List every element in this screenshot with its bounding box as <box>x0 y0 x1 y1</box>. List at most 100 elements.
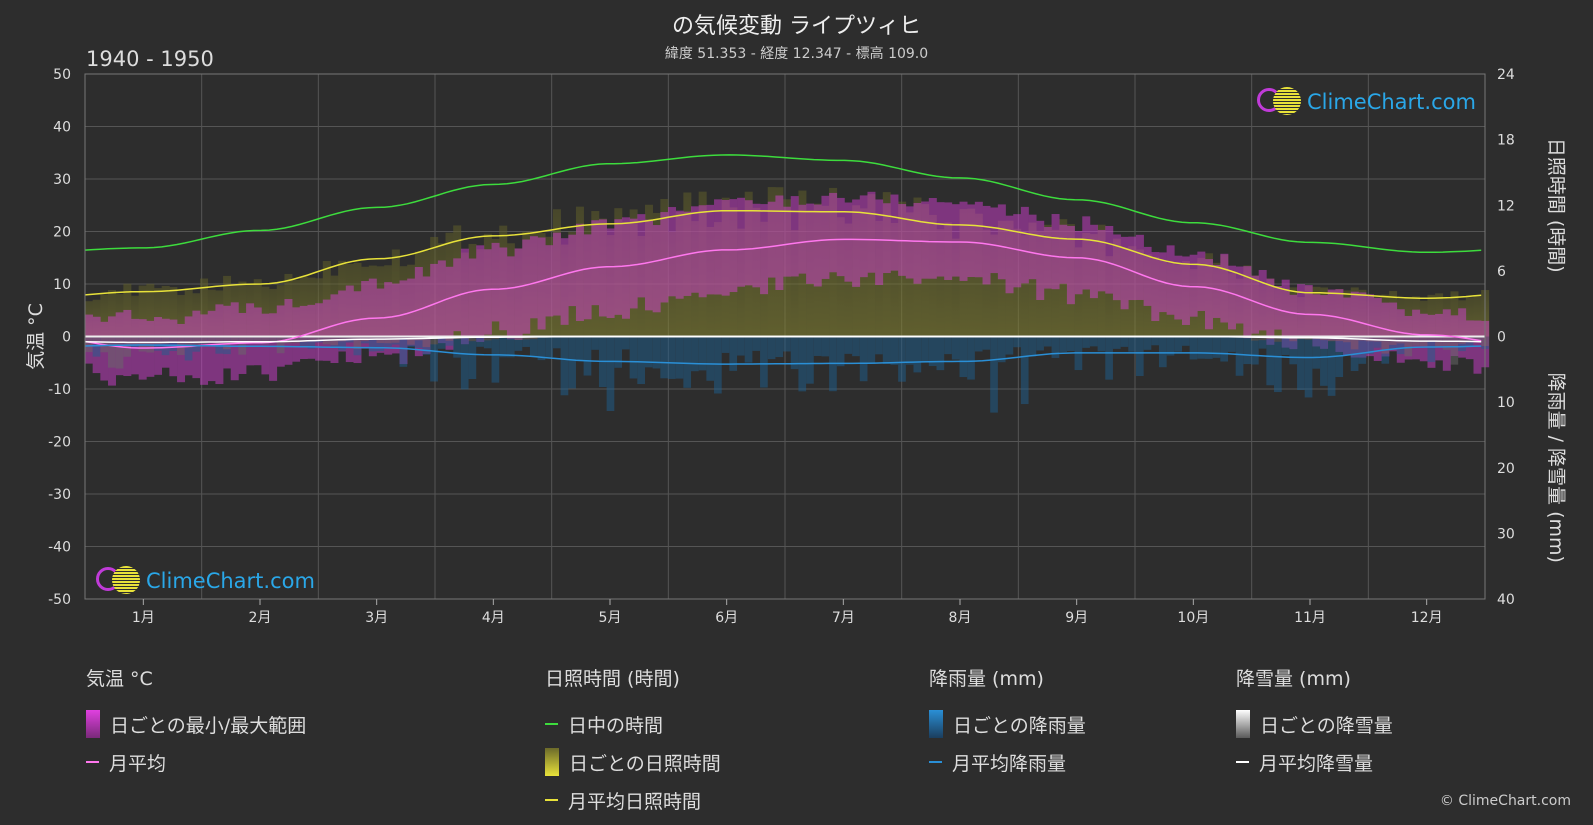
daily-sunshine-bar <box>1005 220 1014 337</box>
daily-temp-range-bar <box>1243 266 1252 339</box>
climate-chart: 50 40 30 20 10 0 -10 -20 -30 -40 -50 24 18 12 6 0 10 20 30… <box>25 67 1567 626</box>
daily-sunshine-bar <box>1358 289 1367 337</box>
daily-temp-range-bar <box>315 303 324 361</box>
daily-temp-range-bar <box>338 290 347 352</box>
daily-rain-bar <box>338 336 346 351</box>
daily-snow-bar <box>276 336 285 354</box>
climechart-logo-bottom[interactable]: ClimeChart.com <box>96 566 315 596</box>
daily-sunshine-bar <box>483 233 492 337</box>
daily-snow-bar <box>1450 336 1459 365</box>
daily-temp-range-bar <box>1235 266 1244 324</box>
daily-temp-range-bar <box>813 204 822 287</box>
daily-rain-bar <box>1373 336 1382 348</box>
daily-temp-range-bar <box>775 195 784 291</box>
daily-rain-bar <box>1212 336 1221 358</box>
daily-sunshine-bar <box>1450 291 1459 337</box>
y-right-precip-axis-title: 降雨量 / 降雪量 (mm) <box>1545 373 1567 563</box>
daily-temp-range-bar <box>1028 214 1037 280</box>
daily-sunshine-bar <box>668 231 676 337</box>
daily-temp-range-bar <box>529 236 538 319</box>
daily-snow-bar <box>192 336 201 345</box>
daily-snow-bar <box>307 336 316 342</box>
daily-temp-range-bar <box>767 201 776 278</box>
daily-temp-range-bar <box>468 258 477 336</box>
daily-sunshine-bar <box>1435 293 1444 337</box>
daily-temp-range-bar <box>1304 284 1313 338</box>
daily-sunshine-bar <box>215 290 224 337</box>
daily-sunshine-bar <box>1112 238 1121 337</box>
daily-rain-bar <box>898 336 906 382</box>
daily-sunshine-bar <box>1036 231 1045 337</box>
daily-rain-bar <box>997 336 1006 363</box>
daily-temp-range-bar <box>790 196 799 277</box>
daily-temp-range-bar <box>652 225 661 313</box>
daily-rain-bar <box>1089 336 1098 347</box>
y-right-precip-tick-label: 40 <box>1497 592 1515 608</box>
y-left-tick-label: 10 <box>53 277 71 293</box>
daily-sunshine-bar <box>560 244 569 337</box>
daily-rain-bar <box>706 336 715 381</box>
climechart-logo-top[interactable]: ClimeChart.com <box>1257 87 1476 117</box>
y-left-axis-title: 気温 °C <box>25 303 47 370</box>
daily-temp-range-bar <box>721 199 730 296</box>
daily-sunshine-bar <box>108 290 116 337</box>
daily-temp-range-bar <box>1389 302 1398 352</box>
daily-sunshine-bar <box>928 214 937 337</box>
daily-sunshine-bar <box>829 187 838 337</box>
daily-temp-range-bar <box>483 249 492 335</box>
daily-sunshine-bar <box>798 190 807 337</box>
daily-snow-bar <box>115 336 124 369</box>
daily-sunshine-bar <box>1442 298 1451 337</box>
daily-snow-bar <box>161 336 170 344</box>
daily-sunshine-bar <box>345 263 354 337</box>
daily-temp-range-bar <box>307 304 316 359</box>
daily-temp-range-bar <box>629 218 638 309</box>
daily-sunshine-bar <box>882 192 891 337</box>
legend-sunshine: 日照時間 (時間) 日中の時間 日ごとの日照時間 月平均日照時間 <box>545 664 721 819</box>
daily-rain-bar <box>1266 336 1275 386</box>
daily-rain-bar <box>1335 336 1344 378</box>
daily-sunshine-bar <box>621 223 630 337</box>
daily-sunshine-bar <box>1258 285 1267 337</box>
legend-label: 月平均降雨量 <box>952 752 1067 775</box>
daily-sunshine-bar <box>844 223 853 337</box>
daily-sunshine-bar <box>407 264 416 337</box>
daily-rain-bar <box>1228 336 1236 352</box>
daily-sunshine-bar <box>821 205 830 337</box>
daily-snow-bar <box>253 336 262 344</box>
daily-temp-range-bar <box>737 197 746 287</box>
y-left-tick-label: 0 <box>62 330 71 346</box>
x-tick-label: 3月 <box>365 610 388 626</box>
daily-sunshine-bar <box>430 236 439 337</box>
daily-sunshine-bar <box>230 284 239 337</box>
x-tick-label: 10月 <box>1177 610 1209 626</box>
daily-temp-range-bar <box>1181 256 1190 325</box>
daily-sunshine-bar <box>522 231 531 337</box>
y-left-tick-label: -50 <box>48 592 71 608</box>
daily-rain-bar <box>629 336 638 379</box>
line-swatch-icon <box>1236 761 1249 763</box>
daily-rain-bar <box>1235 336 1244 376</box>
daily-sunshine-bar <box>138 285 147 337</box>
daily-temp-range-bar <box>1212 264 1221 318</box>
daily-temp-range-bar <box>990 207 999 274</box>
daily-sunshine-bar <box>123 283 132 337</box>
daily-sunshine-bar <box>384 265 393 337</box>
daily-rain-bar <box>1059 336 1067 352</box>
daily-sunshine-bar <box>951 238 960 337</box>
daily-sunshine-bar <box>1350 287 1359 337</box>
daily-rain-bar <box>483 336 492 349</box>
snow-mean-line <box>84 335 1482 344</box>
daily-temp-range-bar <box>974 201 983 278</box>
logo-text: ClimeChart.com <box>146 569 315 593</box>
daily-temp-range-bar <box>606 228 615 318</box>
daily-temp-range-bar <box>292 307 301 362</box>
daily-sunshine-bar <box>399 266 408 337</box>
daily-sunshine-bar <box>207 289 216 337</box>
daily-temp-range-bar <box>1458 308 1467 358</box>
daily-rain-bar <box>491 336 500 383</box>
daily-sunshine-bar <box>261 286 270 337</box>
daily-sunshine-bar <box>537 233 546 337</box>
daily-sunshine-bar <box>1059 219 1068 337</box>
daily-temp-range-bar <box>445 266 454 350</box>
